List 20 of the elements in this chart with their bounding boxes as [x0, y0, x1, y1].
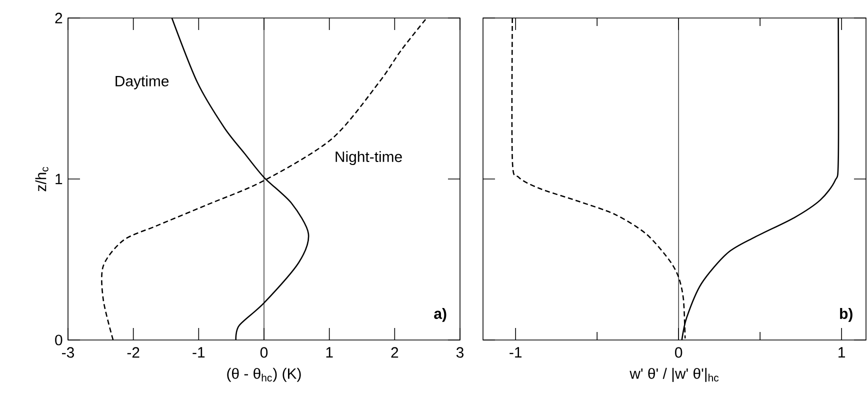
x-axis-title: w' θ' / |w' θ'|$_{hc}$ — [630, 368, 719, 382]
x-tick-label: -1 — [510, 347, 522, 358]
annotation: b) — [840, 308, 852, 322]
annotation: a) — [434, 308, 446, 322]
y-axis-title: z/h$_{c}$ — [35, 166, 48, 192]
x-tick-label: 0 — [260, 347, 268, 358]
x-tick-label: -1 — [192, 347, 205, 358]
x-tick-label: 0 — [675, 347, 682, 358]
y-tick-label: 2 — [55, 12, 62, 24]
series-label: Night-time — [336, 151, 402, 166]
x-tick-label: -2 — [127, 347, 140, 358]
y-tick-label: 1 — [56, 174, 62, 184]
series-label: Daytime — [116, 75, 169, 90]
x-axis-title: (θ - θ$_{hc}$) (K) — [227, 368, 301, 382]
x-tick-label: 3 — [456, 347, 464, 358]
y-tick-label: 0 — [55, 334, 62, 346]
x-tick-label: 1 — [326, 347, 333, 358]
x-tick-label: 2 — [391, 347, 398, 358]
x-tick-label: -3 — [62, 347, 74, 358]
x-tick-label: 1 — [838, 347, 845, 358]
